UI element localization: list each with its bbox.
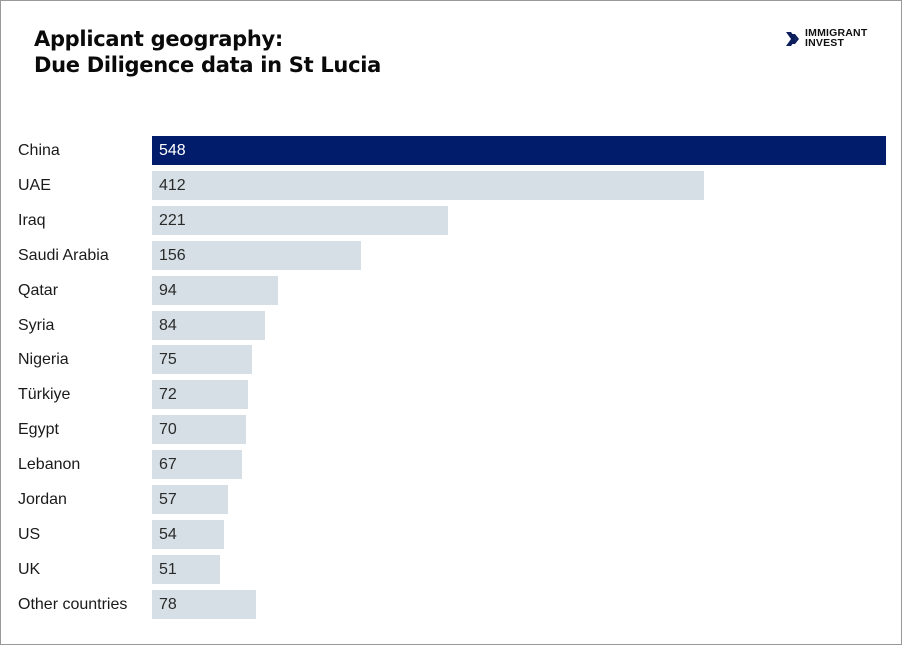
bar: [152, 240, 361, 270]
bar: [152, 275, 278, 305]
category-label: Nigeria: [18, 351, 69, 369]
bar-row: Nigeria 75: [1, 345, 902, 375]
value-label: 54: [159, 525, 177, 543]
category-label: Saudi Arabia: [18, 246, 109, 264]
value-label: 221: [159, 211, 186, 229]
category-label: UAE: [18, 176, 51, 194]
category-label: Egypt: [18, 421, 59, 439]
category-label: Jordan: [18, 491, 67, 508]
value-label: 548: [159, 142, 186, 159]
bar-row: Egypt 70: [1, 415, 902, 445]
double-chevron-right-icon: [786, 31, 799, 46]
bar-row: China 548: [1, 136, 902, 165]
category-label: Syria: [18, 316, 55, 334]
bar-row: Lebanon 67: [1, 450, 902, 480]
category-label: Lebanon: [18, 456, 81, 474]
title-line-1: Applicant geography:: [34, 27, 283, 51]
bar-row: Jordan 57: [1, 485, 902, 514]
value-label: 75: [159, 351, 177, 369]
bar: [152, 589, 256, 619]
logo-line-2: INVEST: [805, 36, 845, 49]
bar-row: Qatar 94: [1, 275, 902, 305]
logo-line-1: IMMIGRANT: [805, 27, 868, 39]
category-label: China: [18, 142, 60, 159]
bar: [152, 554, 220, 584]
bar-row: UAE 412: [1, 170, 902, 200]
category-label: Qatar: [18, 281, 59, 299]
value-label: 57: [159, 491, 177, 508]
bar-row: UK 51: [1, 554, 902, 584]
bar-row: Syria 84: [1, 310, 902, 340]
category-label: Türkiye: [18, 386, 71, 404]
bar-row: Türkiye 72: [1, 380, 902, 410]
value-label: 156: [159, 246, 186, 264]
title-line-2: Due Diligence data in St Lucia: [34, 53, 381, 77]
value-label: 78: [159, 595, 177, 613]
bar: [152, 450, 242, 480]
bar-row: Other countries 78: [1, 589, 902, 619]
bar: [152, 205, 448, 235]
value-label: 72: [159, 386, 177, 404]
value-label: 84: [159, 316, 177, 334]
category-label: Other countries: [18, 595, 128, 613]
bar: [152, 415, 246, 445]
value-label: 94: [159, 281, 177, 299]
bar: [152, 136, 886, 165]
bar: [152, 485, 228, 514]
bar: [152, 519, 224, 549]
value-label: 51: [159, 560, 177, 578]
bar: [152, 380, 248, 410]
category-label: UK: [18, 560, 41, 578]
chart-title: Applicant geography: Due Diligence data …: [34, 26, 381, 78]
bar: [152, 310, 265, 340]
bar: [152, 170, 704, 200]
bar-row: Saudi Arabia 156: [1, 240, 902, 270]
category-label: Iraq: [18, 211, 46, 229]
bar-row: Iraq 221: [1, 205, 902, 235]
value-label: 70: [159, 421, 177, 439]
bar-row: US 54: [1, 519, 902, 549]
brand-logo: IMMIGRANT INVEST: [785, 27, 868, 49]
bar: [152, 345, 252, 375]
value-label: 412: [159, 176, 186, 194]
category-label: US: [18, 525, 41, 543]
value-label: 67: [159, 456, 177, 474]
